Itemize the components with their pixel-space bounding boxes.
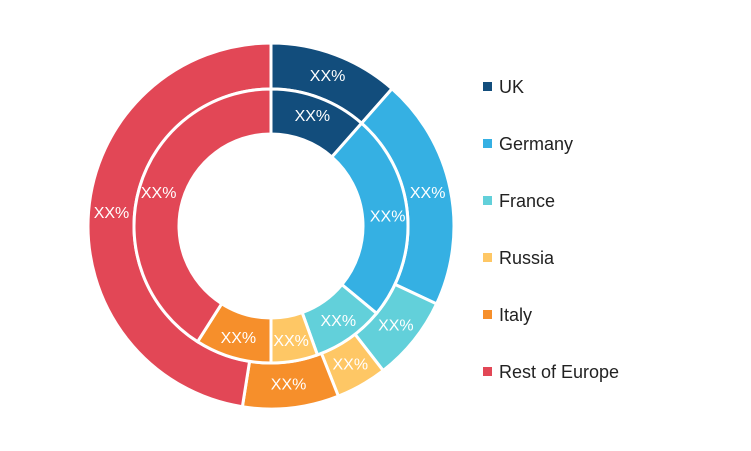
outer-label-russia: XX% (332, 356, 368, 373)
legend-label-russia: Russia (499, 248, 555, 268)
inner-label-italy: XX% (221, 330, 257, 347)
legend-label-germany: Germany (499, 134, 573, 154)
legend-label-uk: UK (499, 77, 524, 97)
legend-label-france: France (499, 191, 555, 211)
inner-slice-rest-of-europe (132, 87, 273, 344)
inner-label-russia: XX% (273, 333, 309, 350)
donut-rings (86, 41, 456, 411)
inner-label-rest-of-europe: XX% (141, 185, 177, 202)
inner-label-france: XX% (320, 313, 356, 330)
legend: UK Germany France Russia Italy Rest of Europe (483, 77, 619, 382)
outer-label-italy: XX% (271, 377, 307, 394)
outer-label-rest-of-europe: XX% (94, 205, 130, 222)
legend-label-italy: Italy (499, 305, 532, 325)
legend-swatch-russia (483, 253, 492, 262)
legend-label-rest-of-europe: Rest of Europe (499, 362, 619, 382)
legend-swatch-france (483, 196, 492, 205)
inner-label-uk: XX% (295, 108, 331, 125)
outer-label-germany: XX% (410, 185, 446, 202)
outer-label-france: XX% (378, 318, 414, 335)
legend-swatch-germany (483, 139, 492, 148)
legend-swatch-uk (483, 82, 492, 91)
outer-label-uk: XX% (310, 68, 346, 85)
legend-swatch-italy (483, 310, 492, 319)
inner-label-germany: XX% (370, 208, 406, 225)
slice-labels: XX%XX%XX%XX%XX%XX%XX%XX%XX%XX%XX%XX% (94, 68, 446, 394)
legend-swatch-rest-of-europe (483, 367, 492, 376)
